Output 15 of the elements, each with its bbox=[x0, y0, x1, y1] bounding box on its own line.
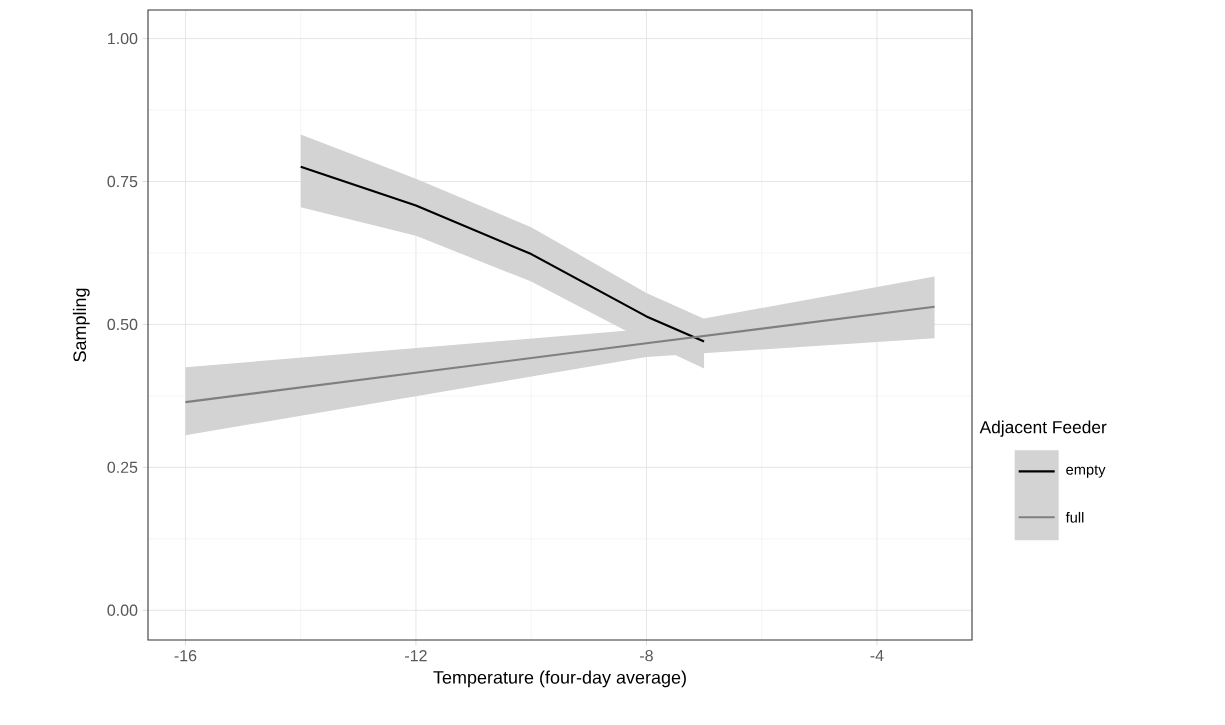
x-axis-title: Temperature (four-day average) bbox=[433, 670, 686, 688]
legend-title: Adjacent Feeder bbox=[979, 420, 1107, 437]
y-tick-label: 0.75 bbox=[107, 175, 138, 188]
line-series bbox=[299, 165, 706, 343]
y-tick-label: 1.00 bbox=[108, 32, 138, 45]
y-tick-label: 0.50 bbox=[107, 318, 138, 331]
legend-label: empty bbox=[1066, 465, 1106, 478]
x-tick-label: -4 bbox=[870, 650, 884, 662]
x-tick-label: -8 bbox=[640, 650, 653, 662]
x-tick-label: -12 bbox=[405, 650, 427, 662]
y-axis-title: Sampling bbox=[72, 288, 90, 362]
x-tick-label: -16 bbox=[174, 650, 197, 662]
y-tick-label: 0.00 bbox=[107, 604, 138, 616]
legend-label: full bbox=[1065, 511, 1084, 523]
y-tick-label: 0.25 bbox=[107, 461, 138, 473]
